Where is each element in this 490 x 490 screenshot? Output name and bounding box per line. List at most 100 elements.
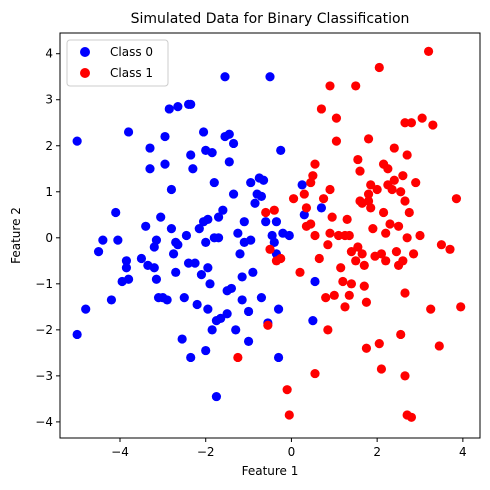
point-class-1-56 <box>363 189 374 199</box>
point-class-1-51 <box>359 260 369 271</box>
point-class-0-11 <box>123 127 134 137</box>
y-tick-label: −4 <box>35 415 53 429</box>
point-class-0-89 <box>250 198 260 208</box>
point-class-1-38 <box>342 214 352 224</box>
point-class-0-12 <box>123 274 134 284</box>
point-class-1-19 <box>310 368 320 379</box>
point-class-0-41 <box>186 99 196 109</box>
point-class-0-106 <box>284 230 294 241</box>
point-class-0-103 <box>273 352 284 363</box>
point-class-1-72 <box>383 164 393 174</box>
point-class-0-2 <box>81 304 91 314</box>
legend: Class 0 Class 1 <box>66 39 169 87</box>
point-class-1-27 <box>325 184 335 195</box>
point-class-0-100 <box>271 217 282 227</box>
point-class-1-88 <box>402 150 412 160</box>
y-tick-label: 1 <box>45 185 53 199</box>
point-class-1-102 <box>436 240 447 250</box>
point-class-0-43 <box>186 352 196 363</box>
point-class-1-31 <box>331 113 342 123</box>
legend-box <box>66 39 169 87</box>
point-class-0-28 <box>164 104 174 114</box>
point-class-0-48 <box>196 270 207 280</box>
point-class-0-94 <box>258 175 269 185</box>
point-class-1-11 <box>299 189 309 199</box>
point-class-1-15 <box>306 177 316 188</box>
point-class-0-7 <box>113 235 123 245</box>
x-axis-label: Feature 1 <box>242 464 299 478</box>
point-class-0-71 <box>222 309 232 319</box>
point-class-1-29 <box>327 212 337 222</box>
point-class-0-26 <box>160 159 170 169</box>
point-class-1-92 <box>406 412 417 422</box>
point-class-0-56 <box>203 304 213 314</box>
point-class-1-93 <box>406 118 417 128</box>
point-class-0-23 <box>156 212 166 222</box>
point-class-0-99 <box>269 237 279 247</box>
point-class-1-84 <box>400 118 410 128</box>
point-class-0-20 <box>151 274 162 284</box>
point-class-0-3 <box>93 247 104 257</box>
x-tick-label: 2 <box>373 445 381 459</box>
point-class-1-22 <box>318 194 329 204</box>
point-class-1-43 <box>351 81 361 91</box>
point-class-0-10 <box>121 263 132 273</box>
point-class-1-0 <box>233 352 243 363</box>
point-class-0-87 <box>246 235 256 245</box>
point-class-0-4 <box>98 235 108 245</box>
point-class-1-18 <box>310 159 320 169</box>
point-class-1-32 <box>331 136 342 146</box>
point-class-1-65 <box>376 249 387 259</box>
y-tick-label: 0 <box>45 231 53 245</box>
point-class-0-59 <box>207 325 217 335</box>
y-tick-label: 4 <box>45 47 53 61</box>
point-class-1-9 <box>288 194 299 204</box>
point-class-0-68 <box>220 72 230 82</box>
point-class-1-100 <box>428 120 438 130</box>
point-class-0-36 <box>177 334 187 344</box>
point-class-1-20 <box>314 253 324 264</box>
point-class-0-25 <box>160 131 170 142</box>
point-class-0-54 <box>203 214 213 224</box>
point-class-0-29 <box>166 184 177 195</box>
chart-title: Simulated Data for Binary Classification <box>131 11 410 27</box>
point-class-0-46 <box>192 299 202 310</box>
point-class-0-64 <box>213 212 224 222</box>
point-class-1-47 <box>355 166 365 176</box>
point-class-0-110 <box>310 276 320 287</box>
point-class-0-21 <box>151 235 162 245</box>
point-class-1-58 <box>366 203 376 213</box>
point-class-0-76 <box>228 189 239 199</box>
plot-frame <box>59 32 481 439</box>
point-class-0-57 <box>205 279 215 289</box>
point-class-1-55 <box>363 134 374 144</box>
point-class-1-77 <box>391 247 402 257</box>
point-class-1-73 <box>385 219 395 229</box>
point-class-1-28 <box>325 81 335 91</box>
point-class-1-53 <box>361 297 372 307</box>
point-class-1-3 <box>265 244 275 254</box>
point-class-0-85 <box>243 336 254 346</box>
point-class-1-89 <box>402 233 412 243</box>
point-class-1-105 <box>456 302 466 312</box>
point-class-0-53 <box>201 345 211 356</box>
point-class-1-8 <box>284 410 294 420</box>
point-class-0-72 <box>224 157 234 167</box>
point-class-1-99 <box>426 304 436 314</box>
point-class-0-16 <box>145 143 155 153</box>
point-class-1-103 <box>445 244 455 254</box>
point-class-1-54 <box>361 343 372 353</box>
point-class-0-73 <box>224 129 234 139</box>
legend-label-class-0: Class 0 <box>110 45 153 59</box>
legend-marker-class-1 <box>80 68 90 78</box>
point-class-1-81 <box>396 187 406 197</box>
point-class-1-46 <box>353 154 363 165</box>
point-class-1-70 <box>381 256 391 266</box>
point-class-0-62 <box>211 391 222 402</box>
point-class-1-21 <box>316 104 327 114</box>
point-class-0-38 <box>181 230 192 241</box>
point-class-1-24 <box>323 240 333 250</box>
point-class-1-14 <box>306 219 316 229</box>
point-class-1-94 <box>408 249 419 259</box>
